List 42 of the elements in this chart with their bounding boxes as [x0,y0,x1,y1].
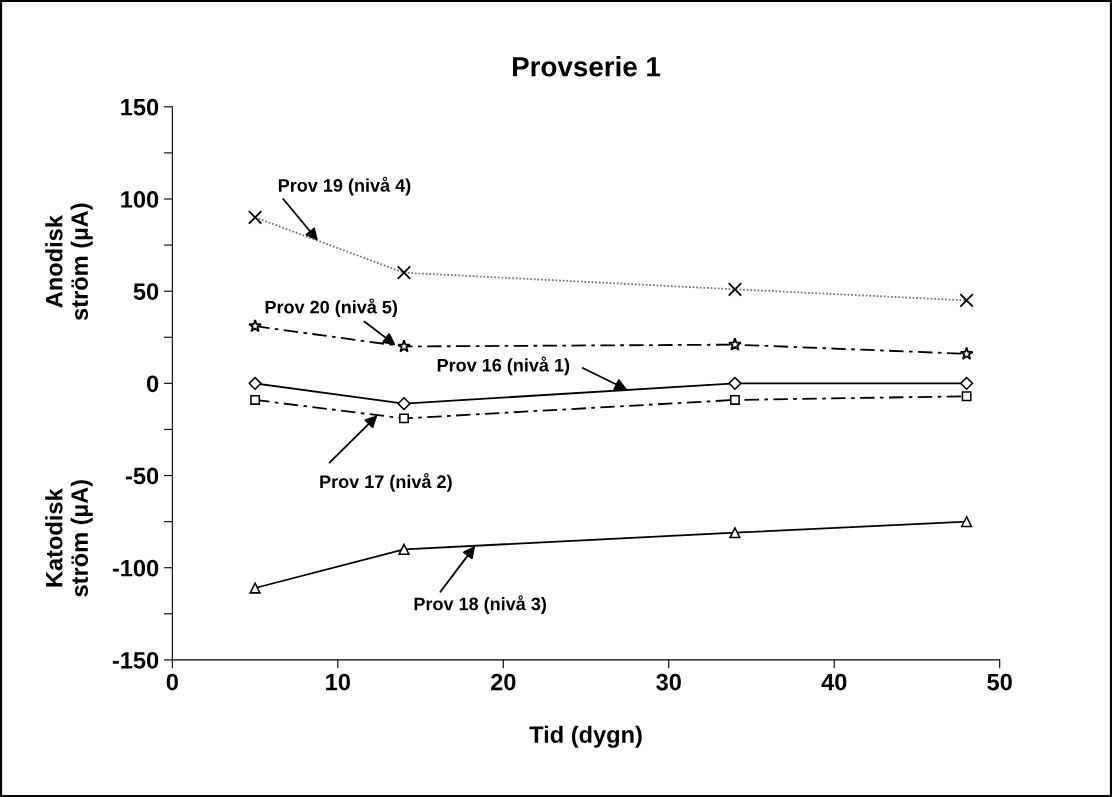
y-tick-label: 0 [146,375,159,393]
point [397,339,411,353]
point [959,376,974,391]
series-label: Prov 16 (nivå 1) [437,356,570,376]
text: Prov 18 (nivå 3) [414,595,546,614]
x-tick-label: 50 [987,673,1012,691]
point [248,376,262,391]
point [960,516,973,528]
y-tick-label: -50 [125,467,159,485]
point [397,396,411,411]
text: Katodisk ström (µA) [45,480,93,597]
point [730,395,740,405]
point [729,527,741,539]
point [248,319,262,333]
y-tick-label: 100 [121,191,159,208]
point [728,376,742,391]
x-tick-label: 0 [166,673,178,691]
x-tick-label: 30 [656,673,681,691]
y-tick-label: -100 [112,559,159,577]
point [250,395,261,405]
point [959,346,974,360]
point [961,391,972,402]
y-tick-label: -150 [112,651,159,669]
x-tick-label: 10 [326,673,350,691]
point [398,543,410,555]
point [399,413,409,424]
text: Anodisk ström (µA) [45,203,93,321]
series-label: Prov 20 (nivå 5) [265,298,398,318]
point [247,210,263,225]
point [249,582,261,594]
x-tick-label: 20 [490,673,516,691]
y-tick-label: 150 [121,98,159,116]
text: Prov 17 (nivå 2) [320,473,452,492]
chart-title: Provserie 1 [512,56,661,77]
series-label: Prov 19 (nivå 4) [278,176,411,196]
x-axis-title: Tid (dygn) [529,725,642,748]
point [727,282,743,297]
y-tick-label: 50 [133,283,159,300]
x-tick-label: 40 [821,673,847,691]
point [959,293,974,308]
point [728,337,742,351]
point [396,265,412,280]
